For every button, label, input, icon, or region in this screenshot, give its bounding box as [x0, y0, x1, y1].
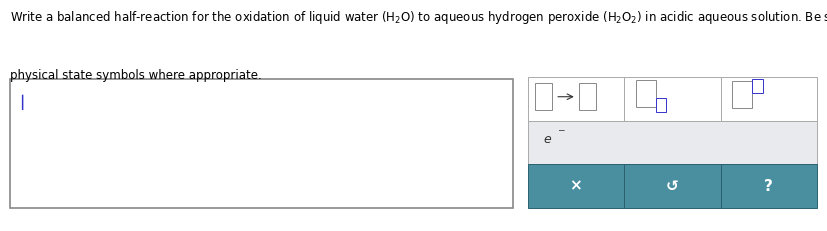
Bar	[752, 79, 762, 93]
Bar	[636, 80, 656, 106]
Bar	[535, 83, 552, 110]
Bar	[528, 164, 624, 208]
Bar	[732, 81, 752, 108]
Bar	[10, 79, 513, 208]
Text: ↺: ↺	[666, 179, 679, 194]
Bar	[624, 164, 720, 208]
Bar	[528, 77, 624, 121]
Text: ×: ×	[570, 179, 582, 194]
Text: $\it{e}$: $\it{e}$	[543, 133, 552, 146]
Text: ?: ?	[764, 179, 773, 194]
Bar	[579, 83, 595, 110]
Bar	[624, 77, 720, 121]
Bar	[720, 77, 817, 121]
Text: physical state symbols where appropriate.: physical state symbols where appropriate…	[10, 69, 261, 82]
Bar	[528, 121, 817, 164]
Text: Write a balanced half-reaction for the oxidation of liquid water $\mathregular{(: Write a balanced half-reaction for the o…	[10, 9, 827, 26]
Bar	[656, 97, 667, 112]
Bar	[720, 164, 817, 208]
Text: −: −	[557, 125, 565, 134]
Text: ▏: ▏	[21, 95, 32, 110]
